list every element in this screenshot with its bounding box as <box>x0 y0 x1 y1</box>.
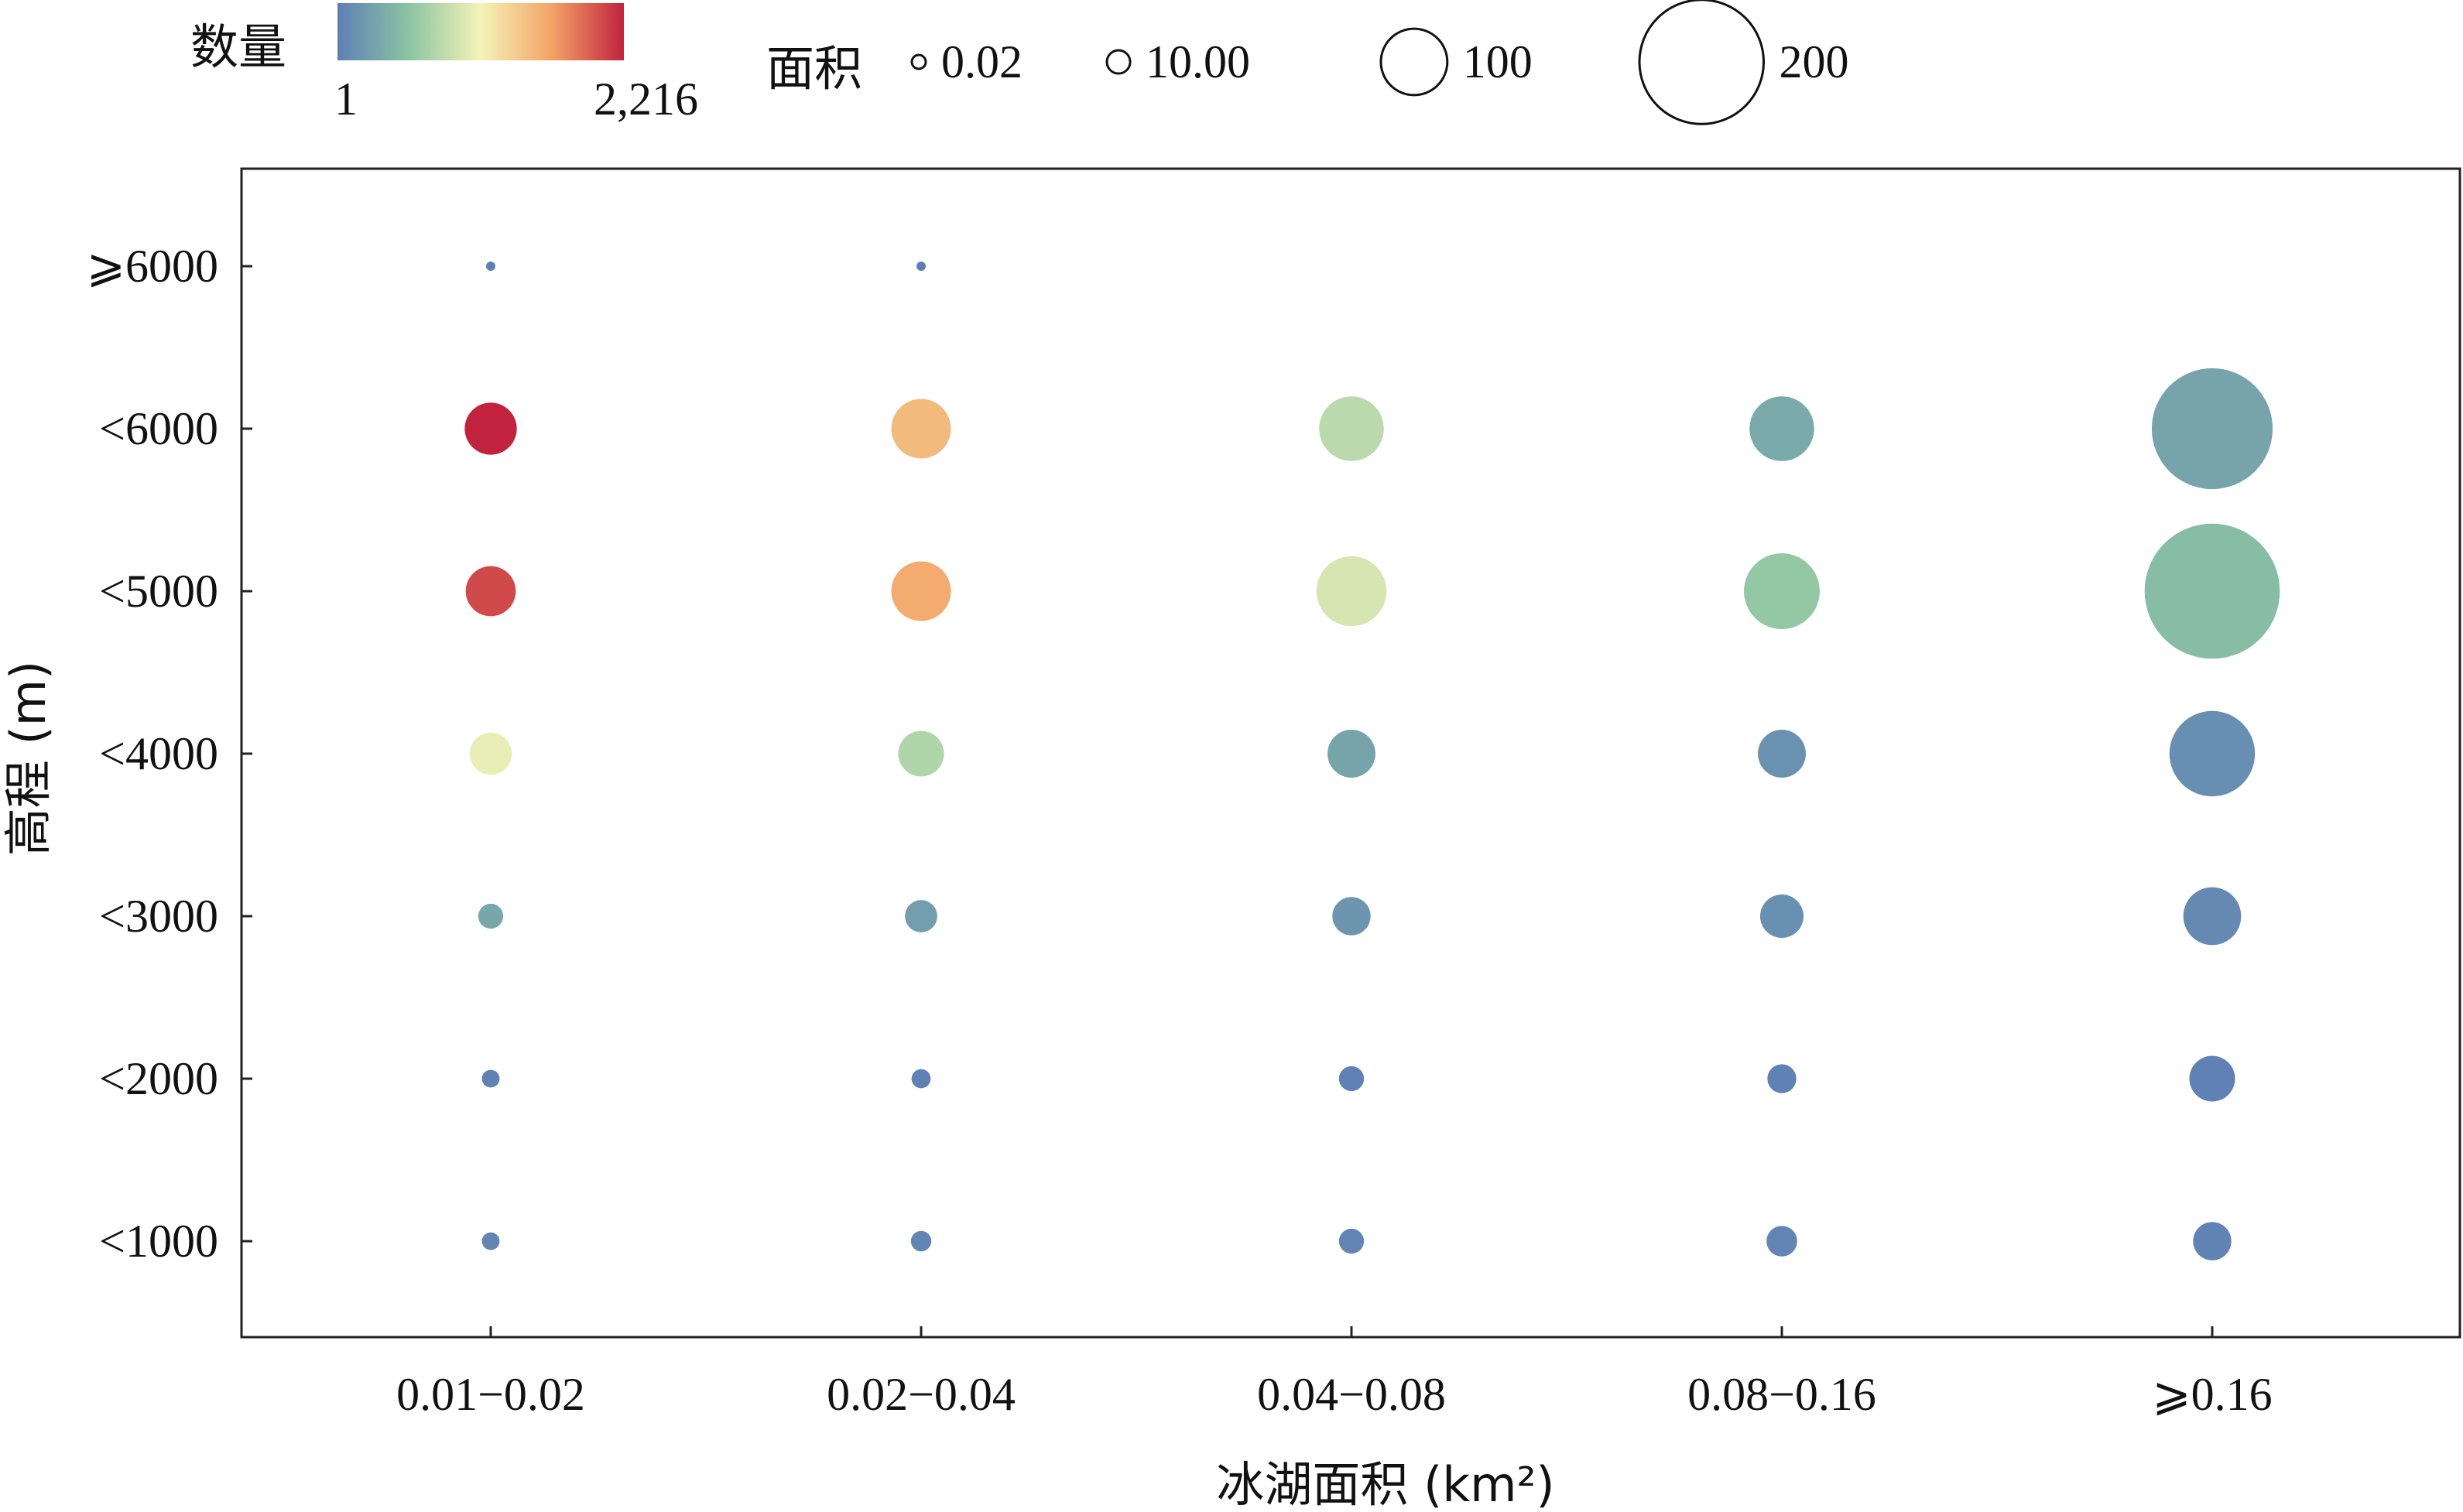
bubble-point <box>898 730 944 777</box>
bubble-point <box>478 903 504 929</box>
y-tick-label: <5000 <box>99 566 218 617</box>
size-legend: 面积 0.02 10.00 100 200 <box>766 0 1849 125</box>
bubble-point <box>905 900 937 932</box>
bubble-point <box>486 262 495 271</box>
bubble-point <box>1767 1064 1797 1093</box>
bubbles <box>464 262 2280 1261</box>
y-tick-label: <2000 <box>99 1053 218 1104</box>
bubble-point <box>1327 730 1375 778</box>
size-legend-circle <box>1105 49 1132 75</box>
bubble-point <box>2189 1055 2235 1102</box>
bubble-point <box>2193 1222 2232 1261</box>
y-axis: <1000 <2000 <3000 <4000 <5000 <6000 ⩾6000 <box>87 241 252 1267</box>
x-axis: 0.01−0.02 0.02−0.04 0.04−0.08 0.08−0.16 ⩾0.1… <box>396 1326 2273 1420</box>
bubble-point <box>2151 368 2273 490</box>
bubble-point <box>465 566 516 617</box>
size-legend-circle <box>1638 0 1766 125</box>
bubble-point <box>2183 887 2242 946</box>
size-legend-circle <box>910 53 927 70</box>
bubble-point <box>1316 556 1387 627</box>
bubble-point <box>469 732 512 775</box>
bubble-point <box>1758 730 1806 778</box>
bubble-point <box>481 1232 500 1250</box>
colorbar <box>337 3 624 60</box>
bubble-point <box>1332 897 1371 936</box>
y-tick-label: <6000 <box>99 403 218 454</box>
color-legend-title: 数量 <box>190 19 286 75</box>
x-tick-label: ⩾0.16 <box>2152 1369 2272 1420</box>
size-legend-circle <box>1379 27 1449 97</box>
y-tick-label: <1000 <box>99 1216 218 1267</box>
x-axis-label: 冰湖面积 (km²) <box>1216 1456 1554 1512</box>
size-legend-label: 0.02 <box>941 36 1023 87</box>
colorbar-min-label: 1 <box>334 74 358 125</box>
bubble-point <box>891 399 951 459</box>
bubble-point <box>916 262 926 271</box>
bubble-point <box>2169 710 2256 797</box>
size-legend-label: 10.00 <box>1146 36 1250 87</box>
bubble-point <box>1319 396 1384 461</box>
size-legend-label: 200 <box>1780 36 1849 87</box>
x-tick-label: 0.08−0.16 <box>1687 1369 1876 1420</box>
bubble-point <box>1744 553 1820 629</box>
bubble-point <box>1338 1228 1365 1254</box>
bubble-point <box>1749 396 1814 461</box>
size-legend-label: 100 <box>1463 36 1533 87</box>
bubble-point <box>1766 1226 1797 1257</box>
color-legend: 数量 1 2,216 <box>190 3 698 125</box>
bubble-point <box>1338 1066 1365 1092</box>
bubble-point <box>911 1069 931 1089</box>
y-axis-label: 高程 (m) <box>0 661 57 856</box>
bubble-point <box>910 1230 932 1252</box>
y-tick-label: <3000 <box>99 891 218 942</box>
y-tick-label: <4000 <box>99 728 218 779</box>
colorbar-max-label: 2,216 <box>594 74 698 125</box>
bubble-point <box>1759 894 1804 939</box>
x-tick-label: 0.01−0.02 <box>396 1369 585 1420</box>
size-legend-title: 面积 <box>766 40 862 97</box>
bubble-point <box>891 561 951 621</box>
bubble-point <box>464 402 517 455</box>
y-tick-label: ⩾6000 <box>87 241 218 292</box>
bubble-point <box>481 1069 500 1088</box>
x-tick-label: 0.02−0.04 <box>827 1369 1016 1420</box>
x-tick-label: 0.04−0.08 <box>1257 1369 1446 1420</box>
bubble-point <box>2144 523 2280 659</box>
